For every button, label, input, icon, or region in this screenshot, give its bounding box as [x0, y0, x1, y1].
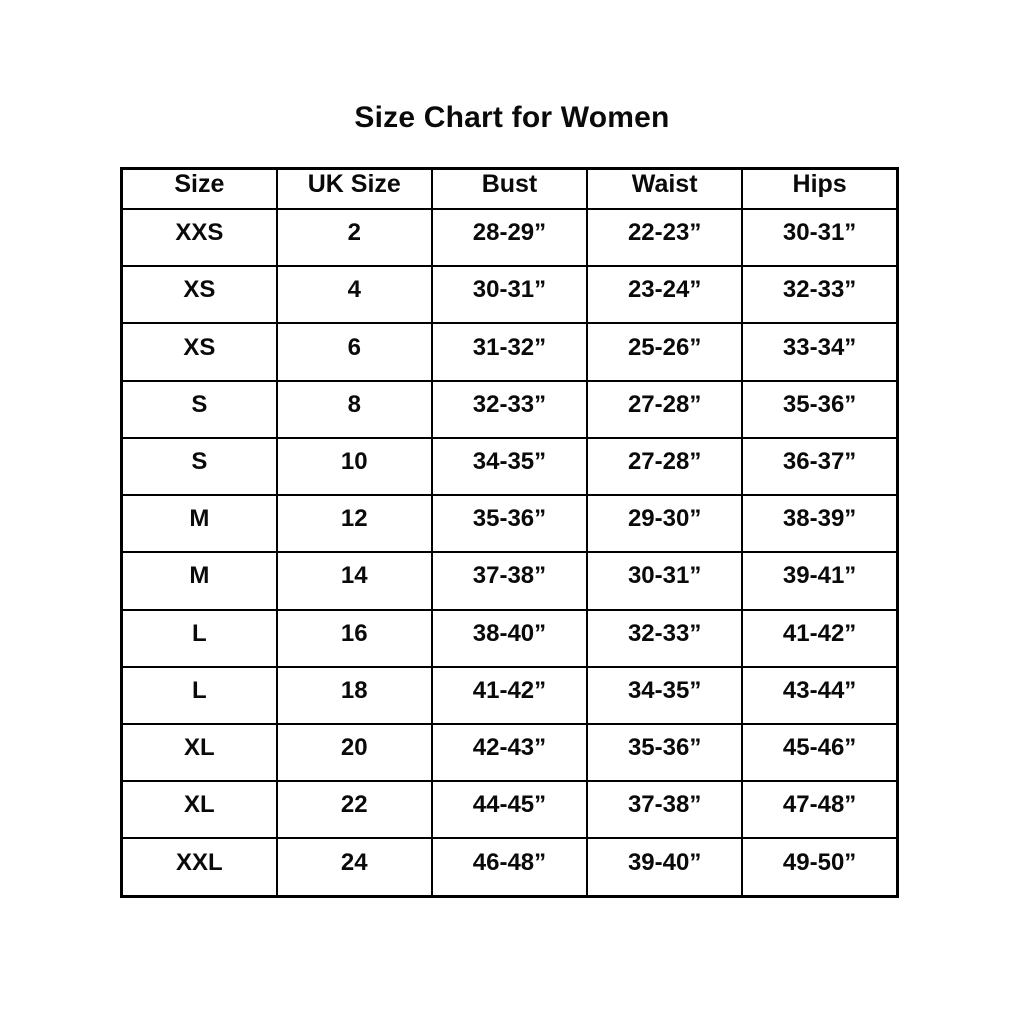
table-cell: 23-24” [586, 265, 744, 325]
table-row: XL 22 44-45” 37-38” 47-48” [120, 780, 899, 840]
size-chart-table: Size UK Size Bust Waist Hips XXS 2 28-29” 22-23… [120, 167, 899, 898]
table-cell: S [120, 379, 278, 439]
column-header: UK Size [275, 167, 433, 210]
table-row: S 10 34-35” 27-28” 36-37” [120, 436, 899, 497]
table-body: XXS 2 28-29” 22-23” 30-31” XS 4 30-31” 23-24” 32-… [120, 207, 899, 898]
table-cell: 22 [275, 780, 433, 840]
table-cell: XL [120, 780, 278, 840]
table-cell: XXS [120, 207, 278, 268]
table-cell: XS [120, 322, 278, 382]
table-cell: 6 [275, 322, 433, 382]
table-cell: 41-42” [741, 608, 899, 668]
table-cell: 46-48” [430, 837, 589, 898]
header-row: Size UK Size Bust Waist Hips [120, 167, 899, 210]
table-row: XXL 24 46-48” 39-40” 49-50” [120, 837, 899, 898]
table-cell: 34-35” [586, 665, 744, 725]
table-cell: 12 [275, 494, 433, 554]
table-cell: 38-39” [741, 494, 899, 554]
table-cell: XS [120, 265, 278, 325]
table-cell: 22-23” [586, 207, 744, 268]
table-cell: 31-32” [430, 322, 589, 382]
table-row: XS 6 31-32” 25-26” 33-34” [120, 322, 899, 382]
table-cell: 24 [275, 837, 433, 898]
column-header: Size [120, 167, 278, 210]
table-cell: 32-33” [430, 379, 589, 439]
table-row: L 18 41-42” 34-35” 43-44” [120, 665, 899, 725]
table-row: M 12 35-36” 29-30” 38-39” [120, 494, 899, 554]
table-cell: 38-40” [430, 608, 589, 668]
table-cell: M [120, 551, 278, 611]
table-cell: 30-31” [430, 265, 589, 325]
table-cell: 45-46” [741, 722, 899, 783]
table-cell: XXL [120, 837, 278, 898]
table-cell: 29-30” [586, 494, 744, 554]
table-cell: 34-35” [430, 436, 589, 497]
table-cell: 27-28” [586, 436, 744, 497]
table-cell: 44-45” [430, 780, 589, 840]
table-cell: 36-37” [741, 436, 899, 497]
table-row: XL 20 42-43” 35-36” 45-46” [120, 722, 899, 783]
table-cell: M [120, 494, 278, 554]
column-header: Bust [430, 167, 589, 210]
table-cell: L [120, 608, 278, 668]
table-cell: 2 [275, 207, 433, 268]
table-cell: 39-40” [586, 837, 744, 898]
table-cell: 10 [275, 436, 433, 497]
table-cell: 32-33” [586, 608, 744, 668]
table-cell: 42-43” [430, 722, 589, 783]
table-cell: L [120, 665, 278, 725]
column-header: Hips [741, 167, 899, 210]
table-cell: 49-50” [741, 837, 899, 898]
table-cell: 37-38” [586, 780, 744, 840]
page-title: Size Chart for Women [354, 101, 670, 134]
size-chart-container: Size UK Size Bust Waist Hips XXS 2 28-29” 22-23… [120, 167, 899, 898]
table-cell: 27-28” [586, 379, 744, 439]
table-row: S 8 32-33” 27-28” 35-36” [120, 379, 899, 439]
table-cell: 14 [275, 551, 433, 611]
table-cell: 18 [275, 665, 433, 725]
table-cell: 35-36” [430, 494, 589, 554]
table-row: L 16 38-40” 32-33” 41-42” [120, 608, 899, 668]
table-header: Size UK Size Bust Waist Hips [120, 167, 899, 210]
table-cell: 35-36” [741, 379, 899, 439]
table-cell: 41-42” [430, 665, 589, 725]
table-cell: 4 [275, 265, 433, 325]
table-cell: 35-36” [586, 722, 744, 783]
table-row: XS 4 30-31” 23-24” 32-33” [120, 265, 899, 325]
table-cell: S [120, 436, 278, 497]
table-cell: 47-48” [741, 780, 899, 840]
table-cell: 20 [275, 722, 433, 783]
table-cell: 33-34” [741, 322, 899, 382]
table-row: M 14 37-38” 30-31” 39-41” [120, 551, 899, 611]
column-header: Waist [586, 167, 744, 210]
table-cell: 25-26” [586, 322, 744, 382]
table-cell: 8 [275, 379, 433, 439]
table-cell: 43-44” [741, 665, 899, 725]
table-cell: XL [120, 722, 278, 783]
table-cell: 32-33” [741, 265, 899, 325]
table-cell: 16 [275, 608, 433, 668]
table-cell: 30-31” [741, 207, 899, 268]
table-cell: 30-31” [586, 551, 744, 611]
table-row: XXS 2 28-29” 22-23” 30-31” [120, 207, 899, 268]
table-cell: 37-38” [430, 551, 589, 611]
table-cell: 39-41” [741, 551, 899, 611]
table-cell: 28-29” [430, 207, 589, 268]
